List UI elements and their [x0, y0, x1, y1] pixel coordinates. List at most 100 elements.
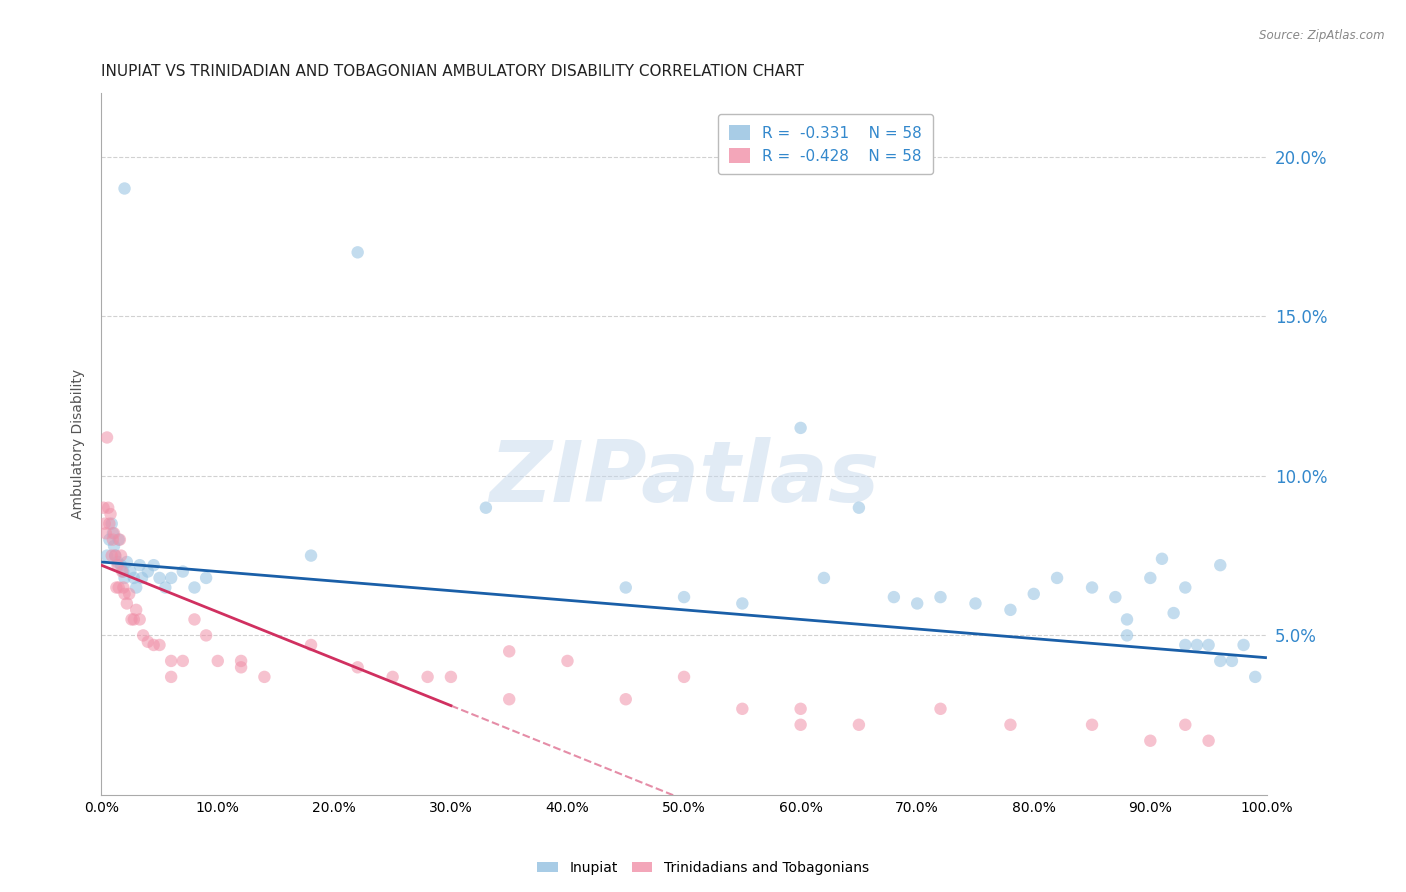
Text: Source: ZipAtlas.com: Source: ZipAtlas.com	[1260, 29, 1385, 42]
Point	[103, 526, 125, 541]
Point	[1174, 581, 1197, 595]
Point	[929, 590, 952, 604]
Point	[905, 597, 928, 611]
Point	[148, 571, 170, 585]
Point	[498, 644, 520, 658]
Point	[122, 571, 145, 585]
Point	[673, 670, 696, 684]
Point	[1220, 654, 1243, 668]
Point	[172, 654, 194, 668]
Point	[131, 571, 153, 585]
Point	[1104, 590, 1126, 604]
Point	[789, 718, 811, 732]
Point	[114, 181, 136, 195]
Point	[1185, 638, 1208, 652]
Point	[96, 430, 118, 444]
Point	[128, 558, 150, 573]
Point	[93, 516, 115, 531]
Point	[112, 581, 135, 595]
Point	[160, 654, 183, 668]
Point	[136, 634, 159, 648]
Point	[107, 558, 129, 573]
Point	[1209, 558, 1232, 573]
Point	[104, 549, 127, 563]
Point	[148, 638, 170, 652]
Point	[1081, 718, 1104, 732]
Point	[114, 587, 136, 601]
Point	[104, 549, 127, 563]
Point	[136, 565, 159, 579]
Point	[100, 549, 122, 563]
Point	[1046, 571, 1069, 585]
Point	[132, 628, 155, 642]
Point	[111, 565, 134, 579]
Point	[160, 670, 183, 684]
Point	[183, 612, 205, 626]
Legend: Inupiat, Trinidadians and Tobagonians: Inupiat, Trinidadians and Tobagonians	[531, 855, 875, 880]
Point	[848, 500, 870, 515]
Point	[107, 555, 129, 569]
Point	[1081, 581, 1104, 595]
Point	[789, 421, 811, 435]
Point	[100, 516, 122, 531]
Point	[1116, 628, 1139, 642]
Point	[440, 670, 463, 684]
Point	[731, 597, 754, 611]
Point	[97, 500, 120, 515]
Point	[114, 571, 136, 585]
Point	[121, 612, 143, 626]
Point	[108, 533, 131, 547]
Point	[1000, 603, 1022, 617]
Point	[207, 654, 229, 668]
Point	[1116, 612, 1139, 626]
Point	[96, 549, 118, 563]
Point	[1163, 606, 1185, 620]
Point	[346, 660, 368, 674]
Point	[120, 565, 142, 579]
Point	[731, 702, 754, 716]
Point	[229, 654, 252, 668]
Point	[110, 549, 132, 563]
Point	[498, 692, 520, 706]
Point	[115, 555, 138, 569]
Point	[183, 581, 205, 595]
Point	[103, 539, 125, 553]
Point	[1139, 733, 1161, 747]
Point	[1022, 587, 1045, 601]
Point	[789, 702, 811, 716]
Point	[1198, 733, 1220, 747]
Point	[1174, 718, 1197, 732]
Legend: R =  -0.331    N = 58, R =  -0.428    N = 58: R = -0.331 N = 58, R = -0.428 N = 58	[718, 114, 932, 175]
Point	[1174, 638, 1197, 652]
Point	[416, 670, 439, 684]
Text: INUPIAT VS TRINIDADIAN AND TOBAGONIAN AMBULATORY DISABILITY CORRELATION CHART: INUPIAT VS TRINIDADIAN AND TOBAGONIAN AM…	[101, 64, 804, 79]
Point	[1244, 670, 1267, 684]
Point	[1150, 551, 1173, 566]
Point	[118, 587, 141, 601]
Point	[299, 549, 322, 563]
Point	[125, 603, 148, 617]
Point	[813, 571, 835, 585]
Point	[557, 654, 579, 668]
Point	[101, 533, 124, 547]
Point	[160, 571, 183, 585]
Point	[93, 500, 115, 515]
Point	[128, 612, 150, 626]
Point	[100, 507, 122, 521]
Point	[155, 581, 177, 595]
Point	[125, 581, 148, 595]
Point	[883, 590, 905, 604]
Point	[142, 638, 165, 652]
Point	[965, 597, 987, 611]
Point	[122, 612, 145, 626]
Point	[1139, 571, 1161, 585]
Point	[229, 660, 252, 674]
Point	[1000, 718, 1022, 732]
Point	[101, 526, 124, 541]
Point	[115, 597, 138, 611]
Point	[107, 533, 129, 547]
Point	[195, 628, 218, 642]
Point	[346, 245, 368, 260]
Point	[929, 702, 952, 716]
Point	[1209, 654, 1232, 668]
